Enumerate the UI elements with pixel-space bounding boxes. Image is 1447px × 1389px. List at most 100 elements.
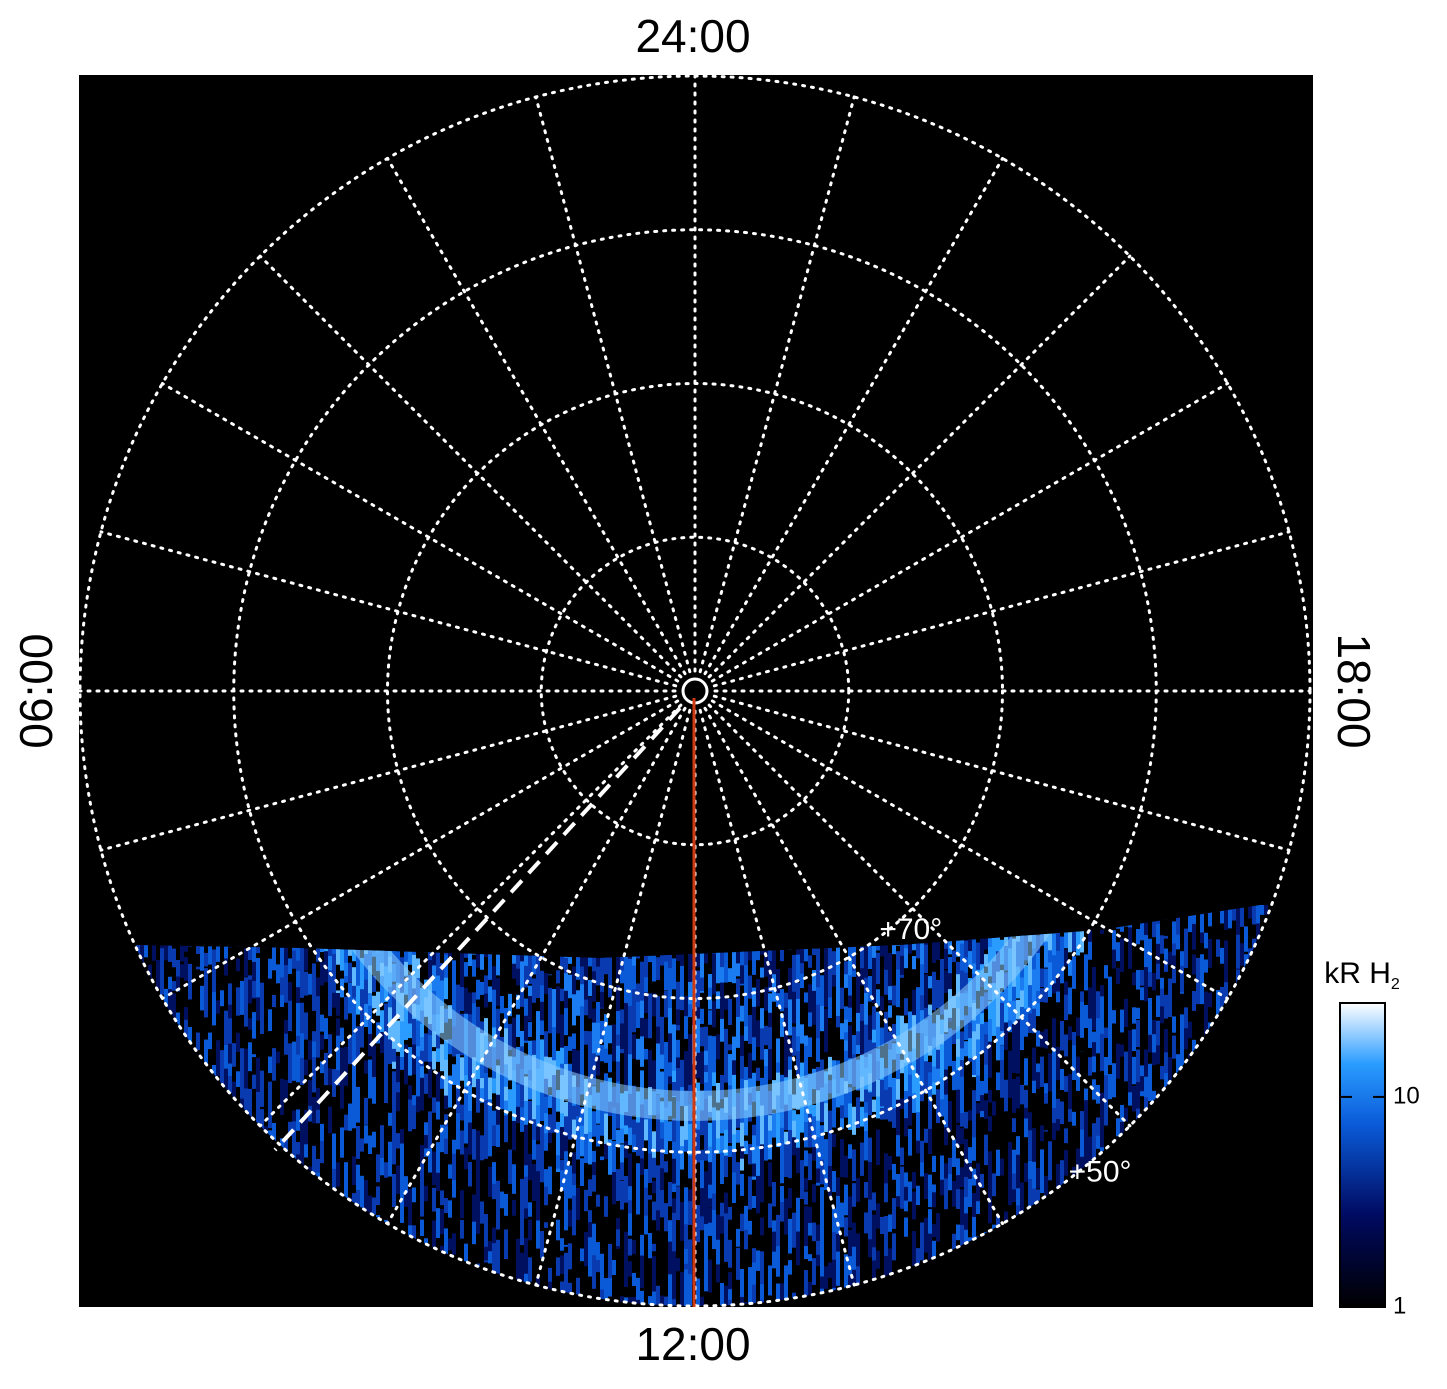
emission-streak bbox=[436, 1172, 440, 1191]
emission-streak bbox=[932, 998, 936, 1011]
emission-streak bbox=[292, 1080, 296, 1103]
emission-streak bbox=[520, 1178, 524, 1205]
emission-streak bbox=[964, 1176, 968, 1203]
emission-streak bbox=[944, 970, 948, 993]
emission-streak bbox=[612, 961, 616, 1002]
emission-streak bbox=[1000, 1158, 1004, 1176]
emission-streak bbox=[424, 1214, 428, 1260]
emission-streak bbox=[636, 1001, 640, 1029]
emission-streak bbox=[1124, 1027, 1128, 1069]
emission-streak bbox=[932, 1172, 936, 1185]
emission-streak bbox=[848, 958, 852, 976]
emission-streak bbox=[980, 1117, 984, 1146]
emission-streak bbox=[1016, 1136, 1020, 1166]
emission-streak bbox=[700, 1244, 704, 1263]
emission-streak bbox=[252, 961, 256, 999]
emission-streak bbox=[560, 988, 564, 1002]
emission-streak bbox=[728, 1024, 732, 1045]
emission-streak bbox=[292, 1041, 296, 1090]
emission-streak bbox=[532, 1119, 536, 1143]
emission-streak bbox=[420, 1145, 424, 1170]
emission-streak bbox=[972, 1031, 976, 1078]
emission-streak bbox=[804, 1206, 808, 1252]
emission-streak bbox=[620, 1128, 624, 1144]
emission-streak bbox=[316, 1123, 320, 1172]
emission-streak bbox=[180, 948, 184, 962]
emission-streak bbox=[992, 1005, 996, 1054]
emission-streak bbox=[164, 988, 168, 1013]
emission-streak bbox=[772, 1182, 776, 1207]
emission-streak bbox=[808, 1206, 812, 1235]
emission-streak bbox=[468, 1242, 472, 1278]
emission-streak bbox=[512, 1220, 516, 1255]
emission-streak bbox=[580, 1211, 584, 1259]
emission-streak bbox=[1232, 1302, 1236, 1306]
emission-streak bbox=[720, 1202, 724, 1218]
emission-streak bbox=[200, 1020, 204, 1062]
emission-streak bbox=[672, 1082, 676, 1097]
emission-streak bbox=[376, 1022, 380, 1044]
emission-streak bbox=[604, 1227, 608, 1256]
emission-streak bbox=[376, 1049, 380, 1067]
emission-streak bbox=[884, 1153, 888, 1197]
emission-streak bbox=[800, 996, 804, 1038]
emission-streak bbox=[880, 1079, 884, 1107]
emission-streak bbox=[732, 1036, 736, 1082]
emission-streak bbox=[648, 1207, 652, 1255]
emission-streak bbox=[1088, 1057, 1092, 1076]
emission-streak bbox=[560, 953, 564, 969]
emission-streak bbox=[680, 965, 684, 1004]
emission-streak bbox=[708, 1259, 712, 1295]
emission-streak bbox=[516, 1200, 520, 1220]
emission-streak bbox=[524, 1100, 528, 1137]
emission-streak bbox=[356, 1068, 360, 1090]
emission-streak bbox=[800, 1024, 804, 1044]
emission-streak bbox=[816, 1208, 820, 1235]
emission-streak bbox=[1036, 953, 1040, 968]
emission-streak bbox=[412, 1129, 416, 1161]
emission-streak bbox=[780, 1186, 784, 1206]
emission-streak bbox=[964, 1015, 968, 1041]
emission-streak bbox=[360, 1138, 364, 1152]
emission-streak bbox=[468, 1135, 472, 1151]
emission-streak bbox=[868, 1162, 872, 1209]
emission-streak bbox=[1064, 994, 1068, 1021]
emission-streak bbox=[1064, 981, 1068, 1003]
emission-streak bbox=[860, 1260, 864, 1284]
emission-streak bbox=[944, 1127, 948, 1146]
emission-streak bbox=[544, 1113, 548, 1139]
emission-streak bbox=[780, 1013, 784, 1037]
emission-streak bbox=[232, 956, 236, 1003]
emission-streak bbox=[592, 1255, 596, 1289]
emission-streak bbox=[252, 981, 256, 998]
emission-streak bbox=[308, 994, 312, 1027]
emission-streak bbox=[680, 997, 684, 1011]
emission-streak bbox=[296, 1082, 300, 1133]
emission-streak bbox=[700, 949, 704, 993]
emission-streak bbox=[968, 1206, 972, 1244]
emission-streak bbox=[360, 977, 364, 992]
emission-streak bbox=[1144, 1001, 1148, 1017]
emission-streak bbox=[236, 958, 240, 972]
emission-streak bbox=[880, 996, 884, 1011]
emission-streak bbox=[936, 1123, 940, 1151]
emission-streak bbox=[584, 1133, 588, 1170]
emission-streak bbox=[356, 949, 360, 1001]
emission-streak bbox=[716, 1034, 720, 1077]
emission-streak bbox=[740, 1213, 744, 1242]
emission-streak bbox=[1120, 971, 1124, 999]
emission-streak bbox=[428, 1174, 432, 1191]
emission-streak bbox=[212, 1030, 216, 1081]
emission-streak bbox=[904, 1136, 908, 1188]
emission-streak bbox=[1148, 998, 1152, 1039]
emission-streak bbox=[968, 1120, 972, 1152]
emission-streak bbox=[1192, 954, 1196, 975]
emission-streak bbox=[960, 1167, 964, 1188]
emission-streak bbox=[428, 1111, 432, 1153]
emission-streak bbox=[1232, 905, 1236, 935]
emission-streak bbox=[600, 991, 604, 1008]
emission-streak bbox=[576, 1187, 580, 1201]
emission-streak bbox=[1192, 1010, 1196, 1032]
emission-streak bbox=[192, 946, 196, 997]
emission-streak bbox=[1188, 1038, 1192, 1065]
